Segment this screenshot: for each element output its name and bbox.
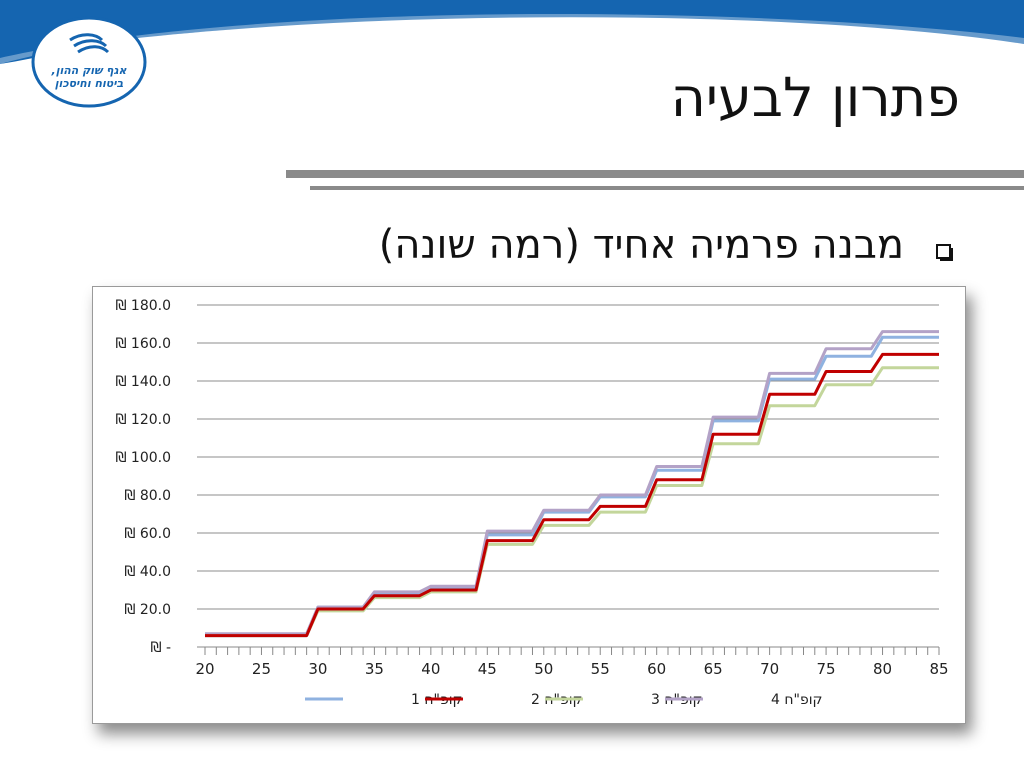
chart-panel: ₪ - ₪ 20.0 ₪ 40.0 ₪ 60.0 ₪ 80.0 ₪ 100.0 ₪ 120.… [92,286,966,724]
y-tick-label: ₪ 160.0 [115,336,171,352]
y-tick-label: ₪ 140.0 [115,374,171,390]
header-banner [0,0,1024,64]
y-tick-label: ₪ 100.0 [115,450,171,466]
checkbox-bullet-icon [936,244,953,261]
premium-step-chart: ₪ - ₪ 20.0 ₪ 40.0 ₪ 60.0 ₪ 80.0 ₪ 100.0 ₪ 120.… [115,298,948,708]
banner-highlight [0,14,1024,64]
y-tick-label: ₪ 60.0 [124,526,171,542]
logo-line-2: ביטוח וחיסכון [55,77,124,90]
x-tick-label: 70 [760,660,779,678]
bullet-text: מבנה פרמיה אחיד (רמה שונה) [378,222,904,268]
y-tick-label: ₪ - [151,640,171,656]
slide-title: פתרון לבעיה [670,66,960,129]
divider-thin [310,186,1024,190]
x-tick-label: 85 [929,660,948,678]
y-tick-label: ₪ 40.0 [124,564,171,580]
x-tick-label: 80 [873,660,892,678]
y-tick-label: ₪ 80.0 [124,488,171,504]
divider-thick [286,170,1024,178]
x-tick-label: 75 [817,660,836,678]
ministry-logo: אגף שוק ההון, ביטוח וחיסכון [31,16,147,108]
x-tick-label: 50 [534,660,553,678]
x-tick-label: 65 [704,660,723,678]
x-tick-label: 30 [308,660,327,678]
x-tick-label: 25 [252,660,271,678]
x-tick-label: 40 [421,660,440,678]
series-line [205,366,939,638]
series-line [205,330,939,636]
x-tick-label: 35 [365,660,384,678]
banner-shape [0,0,1024,64]
y-tick-label: ₪ 120.0 [115,412,171,428]
series-line [205,352,939,638]
y-tick-label: ₪ 180.0 [115,298,171,314]
legend-label: קופ"ח 4 [771,692,822,708]
x-tick-label: 55 [591,660,610,678]
x-tick-label: 45 [478,660,497,678]
x-tick-label: 20 [195,660,214,678]
series-line [205,335,939,638]
y-tick-label: ₪ 20.0 [124,602,171,618]
logo-line-1: אגף שוק ההון, [51,64,128,77]
x-tick-label: 60 [647,660,666,678]
